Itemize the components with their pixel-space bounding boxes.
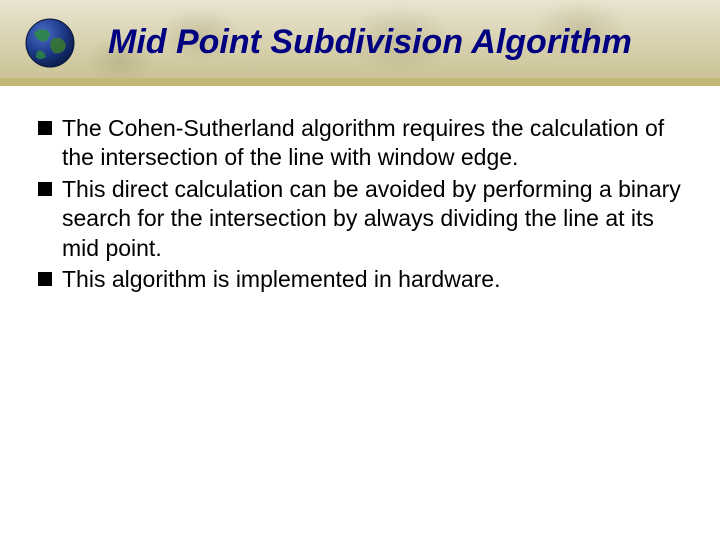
header-accent-bar — [0, 78, 720, 86]
square-bullet-icon — [36, 270, 54, 288]
bullet-text: This direct calculation can be avoided b… — [62, 175, 690, 263]
slide-header: Mid Point Subdivision Algorithm — [0, 0, 720, 86]
globe-icon — [24, 17, 76, 69]
bullet-item: The Cohen-Sutherland algorithm requires … — [36, 114, 690, 173]
square-bullet-icon — [36, 180, 54, 198]
bullet-item: This algorithm is implemented in hardwar… — [36, 265, 690, 294]
square-bullet-icon — [36, 119, 54, 137]
bullet-text: The Cohen-Sutherland algorithm requires … — [62, 114, 690, 173]
bullet-item: This direct calculation can be avoided b… — [36, 175, 690, 263]
slide-body: The Cohen-Sutherland algorithm requires … — [0, 86, 720, 295]
bullet-text: This algorithm is implemented in hardwar… — [62, 265, 500, 294]
slide-title: Mid Point Subdivision Algorithm — [108, 24, 632, 61]
